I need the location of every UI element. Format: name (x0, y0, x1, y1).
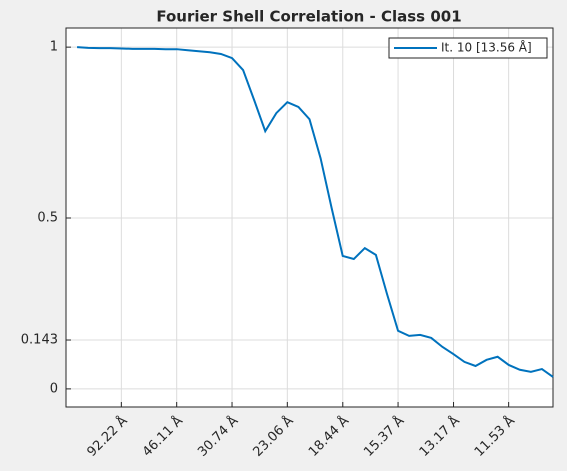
axes-box (65, 27, 554, 408)
y-tick-label: 0.5 (37, 211, 58, 226)
plot-area (66, 28, 553, 407)
legend-box (388, 37, 548, 59)
legend-label: It. 10 [13.56 Å] (441, 40, 532, 55)
y-tick-label: 0.143 (21, 333, 58, 348)
y-tick-label: 1 (50, 40, 58, 55)
chart-title: Fourier Shell Correlation - Class 001 (156, 8, 461, 26)
y-tick-label: 0 (50, 381, 58, 396)
data-line (77, 46, 554, 378)
